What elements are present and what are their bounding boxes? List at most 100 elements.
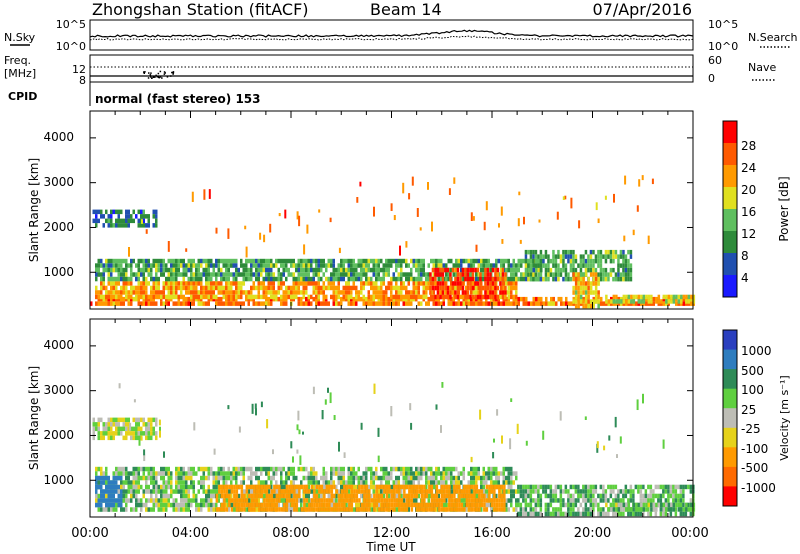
heatmap-cell [152,466,155,472]
heatmap-cell [527,489,530,494]
heatmap-cell [272,475,275,481]
heatmap-cell [412,294,415,300]
heatmap-speck [570,197,573,209]
heatmap-cell [248,493,251,499]
heatmap-cell [95,272,98,277]
heatmap-cell [313,498,316,503]
heatmap-cell [150,507,153,512]
heatmap-cell [452,480,455,485]
heatmap-cell [273,502,276,508]
heatmap-cell [512,507,515,512]
heatmap-cell [478,502,481,508]
heatmap-cell [320,276,323,282]
heatmap-cell [230,507,234,512]
heatmap-cell [347,267,350,273]
heatmap-cell [564,263,568,268]
heatmap-cell [454,290,457,295]
heatmap-cell [345,267,348,273]
heatmap-cell [567,276,570,282]
heatmap-cell [577,484,580,490]
heatmap-speck [405,241,408,248]
heatmap-cell [117,417,120,423]
heatmap-cell [457,263,460,268]
heatmap-cell [137,471,140,476]
heatmap-cell [469,294,472,300]
heatmap-cell [360,272,363,277]
heatmap-cell [420,301,423,306]
heatmap-cell [132,218,135,224]
heatmap-cell [495,484,499,490]
heatmap-cell [504,285,507,291]
heatmap-cell [187,281,190,286]
heatmap-cell [515,263,518,268]
heatmap-cell [647,493,650,499]
heatmap-cell [395,263,398,268]
heatmap-cell [466,272,470,277]
heatmap-cell [185,493,188,499]
heatmap-cell [182,281,185,286]
heatmap-cell [117,422,120,427]
heatmap-cell [212,489,215,494]
heatmap-cell [307,484,310,490]
heatmap-cell [597,258,600,264]
heatmap-cell [343,507,346,512]
heatmap-cell [160,502,163,508]
heatmap-cell [557,511,560,517]
heatmap-cell [410,471,413,476]
heatmap-cell [579,285,583,291]
heatmap-cell [347,285,350,291]
heatmap-cell [137,498,140,503]
heatmap-cell [177,263,180,268]
heatmap-cell [342,263,345,268]
heatmap-cell [372,471,375,476]
heatmap-cell [262,294,265,300]
heatmap-cell [132,435,135,441]
heatmap-cell [407,290,410,295]
heatmap-cell [337,272,340,277]
heatmap-cell [622,498,625,503]
heatmap-cell [157,294,160,300]
heatmap-cell [287,272,290,277]
heatmap-cell [105,498,108,503]
heatmap-cell [107,301,110,306]
heatmap-cell [132,426,135,432]
heatmap-cell [402,258,405,264]
heatmap-cell [632,498,635,503]
heatmap-cell [197,281,200,286]
heatmap-cell [395,480,398,485]
heatmap-cell [431,294,435,300]
heatmap-cell [217,258,220,264]
heatmap-cell [480,475,483,481]
heatmap-cell [185,471,188,476]
heatmap-cell [260,507,264,512]
heatmap-cell [410,272,413,277]
heatmap-cell [293,507,296,512]
heatmap-cell [450,258,453,264]
heatmap-cell [190,502,193,508]
heatmap-speck [360,422,363,430]
heatmap-cell [330,484,334,490]
heatmap-cell [142,431,145,436]
heatmap-cell [130,435,133,441]
heatmap-cell [345,507,349,512]
heatmap-cell [197,466,200,472]
heatmap-speck [251,403,254,414]
heatmap-cell [425,484,428,490]
heatmap-cell [97,267,100,273]
heatmap-cell [190,301,193,306]
heatmap-cell [505,489,508,494]
heatmap-cell [599,511,603,517]
heatmap-cell [130,281,133,286]
heatmap-cell [332,498,335,503]
heatmap-cell [582,258,585,264]
heatmap-cell [160,290,163,295]
heatmap-cell [484,267,487,273]
heatmap-cell [512,276,515,282]
heatmap-cell [192,489,195,494]
heatmap-cell [405,294,408,300]
heatmap-cell [295,475,298,481]
heatmap-cell [107,294,110,300]
heatmap-cell [667,484,670,490]
heatmap-cell [317,276,320,282]
heatmap-cell [679,484,683,490]
